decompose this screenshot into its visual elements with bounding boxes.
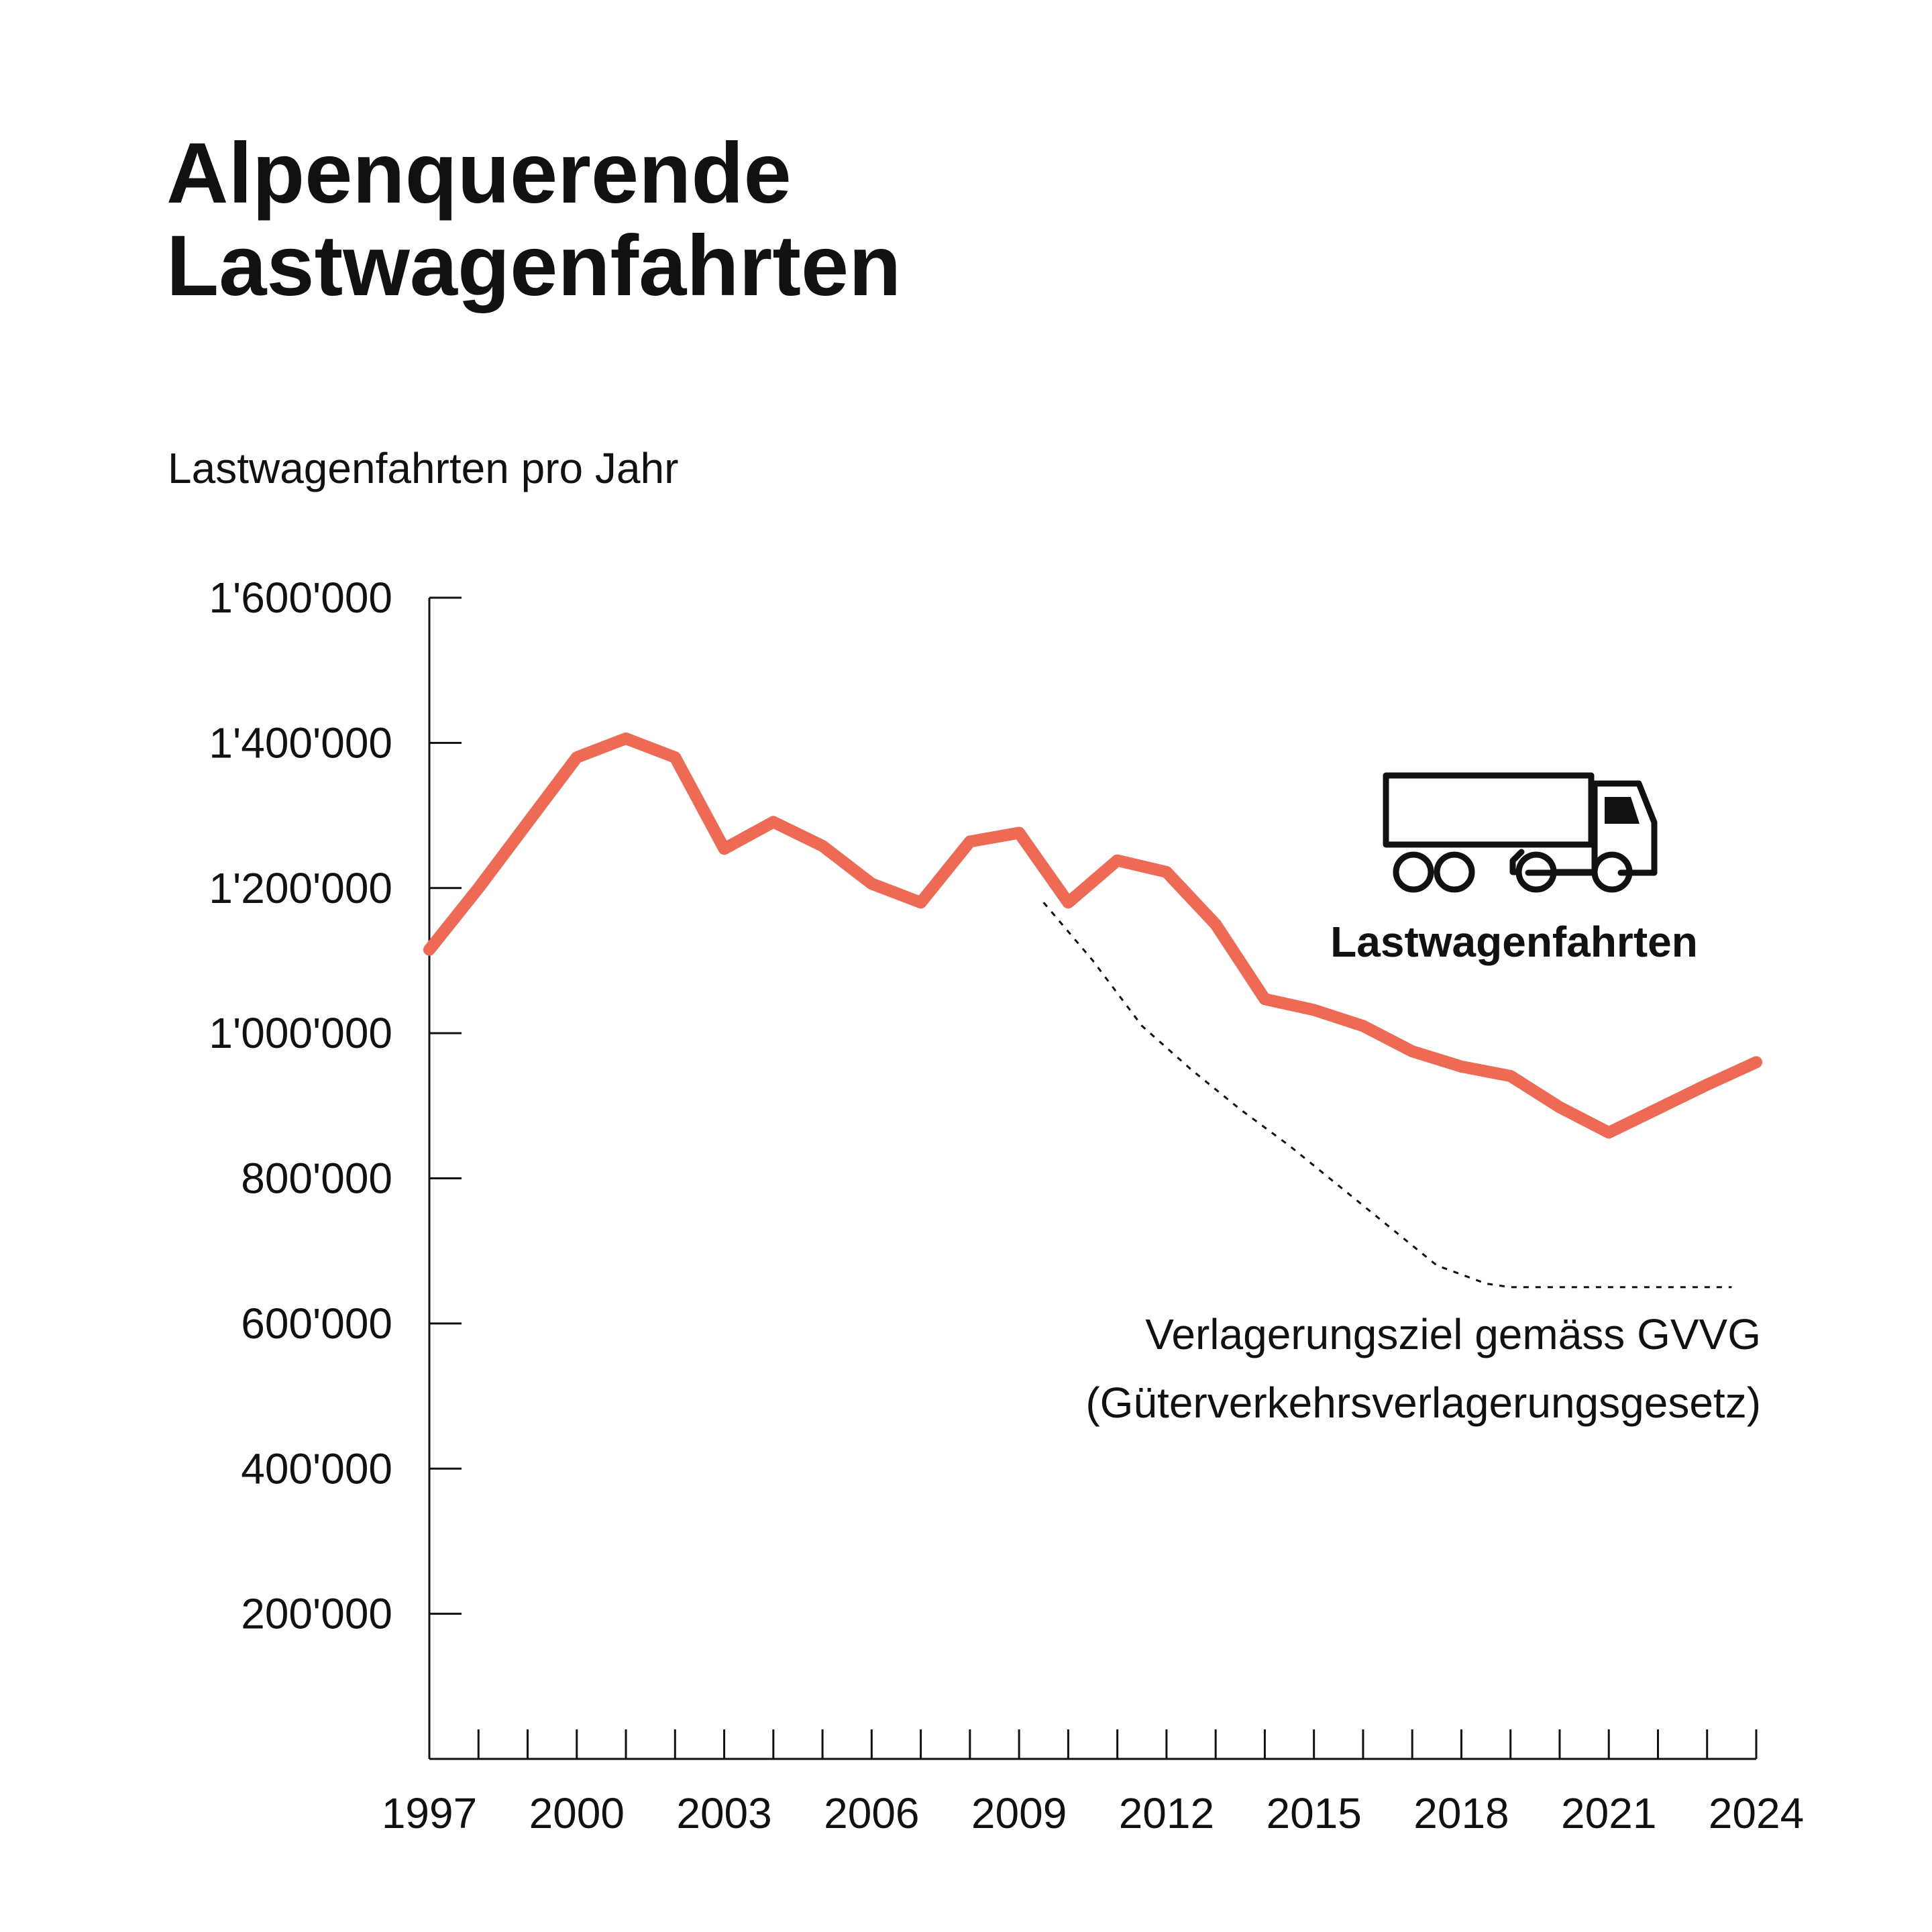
x-tick-label: 2024 — [1709, 1789, 1804, 1837]
series-layer — [423, 732, 1762, 1289]
series-label-lastwagenfahrten: Lastwagenfahrten — [1330, 918, 1698, 966]
y-tick-label: 1'400'000 — [209, 718, 392, 767]
y-tick-label: 800'000 — [241, 1155, 392, 1203]
x-tick-label: 2012 — [1119, 1789, 1214, 1837]
y-tick-label: 1'200'000 — [209, 864, 392, 912]
target-label-line-2: (Güterverkehrsverlagerungsgesetz) — [1085, 1379, 1761, 1427]
chart-subtitle: Lastwagenfahrten pro Jahr — [168, 444, 678, 492]
chart-title-line-1: Alpenquerende — [166, 125, 792, 221]
x-tick-label: 2003 — [676, 1789, 771, 1837]
x-ticks — [428, 1729, 1758, 1759]
x-tick-label: 2000 — [529, 1789, 625, 1837]
y-tick-label: 600'000 — [241, 1299, 392, 1348]
series-line-lastwagenfahrten — [423, 732, 1762, 1139]
series-line-verlagerungsziel — [1042, 902, 1732, 1289]
x-tick-label: 2021 — [1561, 1789, 1656, 1837]
x-tick-label: 2009 — [971, 1789, 1067, 1837]
x-tick-labels: 1997 2000 2003 2006 2009 2012 2015 2018 2021 2024 — [382, 1789, 1804, 1837]
x-tick-label: 2018 — [1413, 1789, 1509, 1837]
y-tick-label: 200'000 — [241, 1590, 392, 1638]
chart-title-line-2: Lastwagenfahrten — [166, 218, 901, 314]
target-label-line-1: Verlagerungsziel gemäss GVVG — [1145, 1310, 1761, 1358]
x-tick-label: 2006 — [824, 1789, 919, 1837]
y-ticks — [429, 596, 462, 1615]
y-tick-label: 1'000'000 — [209, 1009, 392, 1057]
x-tick-label: 1997 — [382, 1789, 477, 1837]
truck-icon — [1383, 772, 1658, 893]
y-tick-label: 1'600'000 — [209, 574, 392, 622]
y-tick-label: 400'000 — [241, 1444, 392, 1493]
x-tick-label: 2015 — [1266, 1789, 1361, 1837]
y-tick-labels: 200'000 400'000 600'000 800'000 1'000'000 1'2… — [209, 574, 392, 1638]
